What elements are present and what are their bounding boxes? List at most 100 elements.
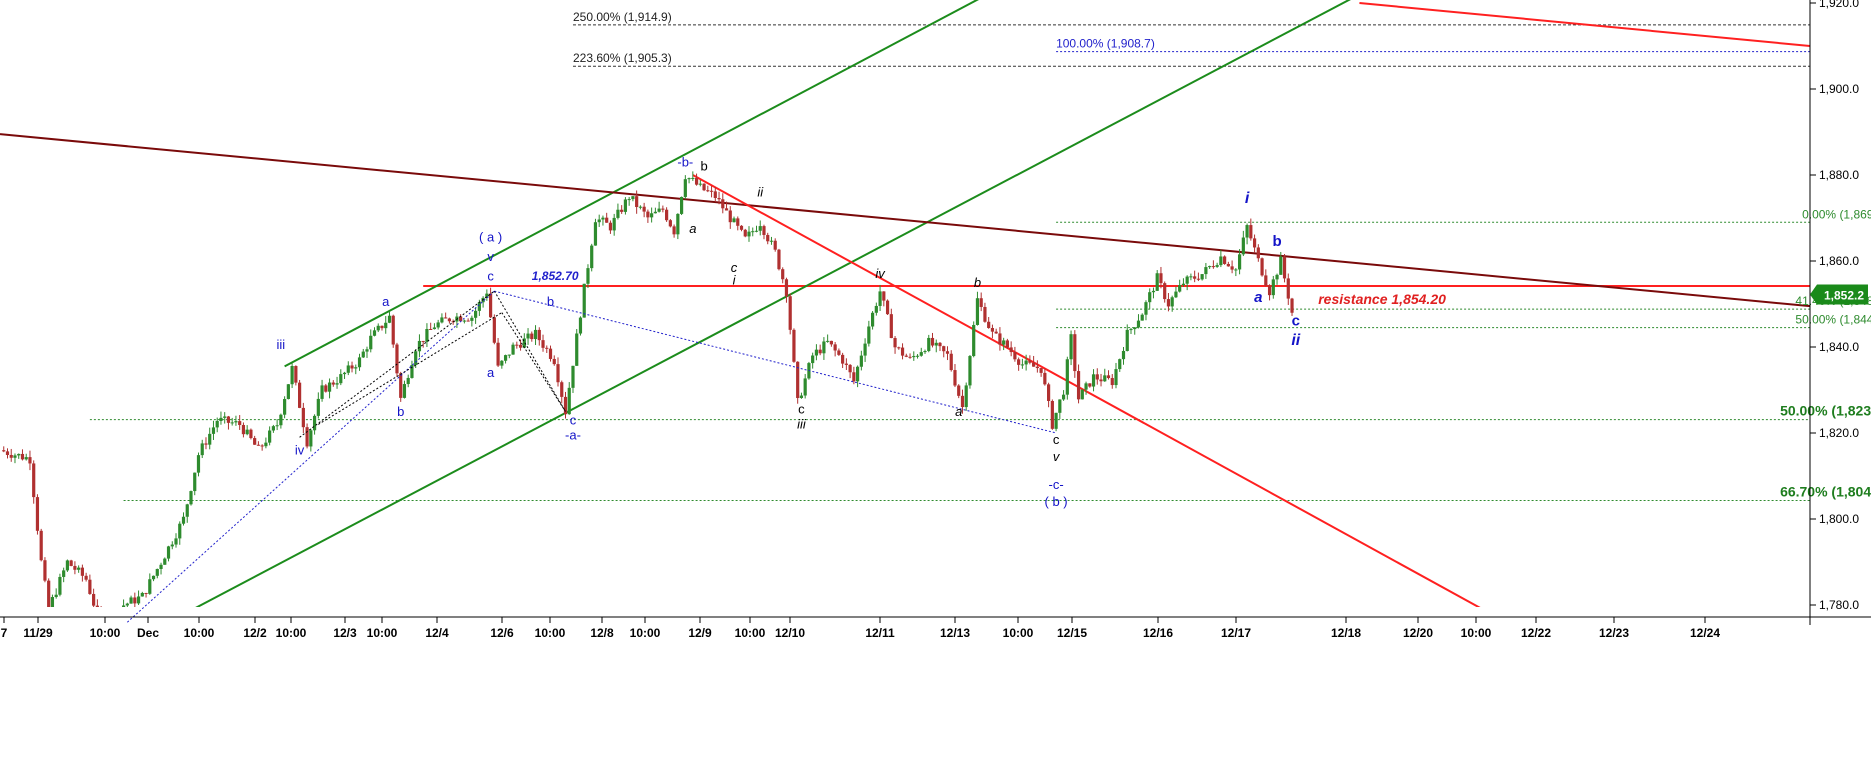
candle-body xyxy=(395,344,399,374)
candle-body xyxy=(518,344,523,348)
candle-body xyxy=(1032,362,1036,367)
wave-label: a xyxy=(487,365,495,380)
candle-body xyxy=(814,349,819,356)
black-dotted-wave-3 xyxy=(493,290,566,412)
candle-body xyxy=(721,199,725,209)
candle-body xyxy=(650,213,654,218)
candle-body xyxy=(369,335,373,350)
candle-body xyxy=(773,240,777,250)
x-tick-label: 12/6 xyxy=(490,626,514,640)
x-tick-label: 7 xyxy=(1,626,8,640)
candle-body xyxy=(1054,412,1058,429)
candle-body xyxy=(953,370,957,386)
x-tick-label: 10:00 xyxy=(276,626,307,640)
candle-body xyxy=(601,217,605,220)
candle-body xyxy=(1155,273,1159,291)
candle-body xyxy=(672,226,676,235)
candle-body xyxy=(140,592,144,597)
candle-body xyxy=(1020,364,1024,366)
wave-label: v xyxy=(487,249,494,264)
candle-body xyxy=(1073,334,1077,372)
candle-body xyxy=(211,427,216,434)
candle-body xyxy=(204,443,208,445)
candle-body xyxy=(1290,298,1294,313)
candle-body xyxy=(1204,267,1208,275)
candle-body xyxy=(556,364,560,383)
candle-body xyxy=(586,268,590,284)
x-tick-label: 10:00 xyxy=(535,626,566,640)
wave-label: -c- xyxy=(1049,477,1064,492)
wave-label: i xyxy=(1245,190,1250,207)
candle-body xyxy=(1178,285,1182,292)
black-dotted-wave-1 xyxy=(299,290,495,438)
candle-body xyxy=(863,343,867,356)
y-tick-label: 1,880.0 xyxy=(1819,168,1859,182)
candle-body xyxy=(829,340,833,345)
candle-body xyxy=(1282,256,1287,279)
candle-body xyxy=(878,291,882,306)
wave-label: b xyxy=(397,404,404,419)
candle-body xyxy=(747,231,751,237)
candle-body xyxy=(582,283,586,318)
candle-body xyxy=(1114,369,1118,386)
candle-body xyxy=(796,361,800,399)
x-tick-label: 10:00 xyxy=(184,626,215,640)
candle-body xyxy=(47,580,51,607)
candle-body xyxy=(657,208,661,212)
red-trendline-down xyxy=(692,174,1481,607)
candle-body xyxy=(1080,389,1084,400)
wave-label: -a- xyxy=(565,427,581,442)
candle-body xyxy=(181,516,186,524)
candle-body xyxy=(590,245,594,269)
candle-body xyxy=(223,416,227,418)
candle-body xyxy=(870,312,875,327)
candle-body xyxy=(1058,399,1062,413)
candle-body xyxy=(897,347,901,349)
wave-label: c xyxy=(570,412,577,427)
candle-body xyxy=(1249,225,1253,239)
candle-body xyxy=(526,333,530,339)
candle-body xyxy=(597,219,601,223)
candle-body xyxy=(32,463,36,498)
candle-body xyxy=(133,597,137,604)
candle-body xyxy=(642,206,646,212)
candle-body xyxy=(1069,334,1073,360)
candle-body xyxy=(28,457,32,464)
fib-667-label: 66.70% (1,804.3) xyxy=(1780,484,1871,500)
wave-label: a xyxy=(382,294,390,309)
candle-body xyxy=(994,331,998,334)
candle-body xyxy=(80,567,84,576)
candle-body xyxy=(788,296,792,330)
candle-body xyxy=(837,350,841,355)
candle-body xyxy=(279,414,283,426)
candle-body xyxy=(706,190,710,192)
x-tick-label: 12/4 xyxy=(425,626,449,640)
candle-body xyxy=(1163,283,1167,300)
candle-body xyxy=(1181,283,1186,286)
x-tick-label: 12/9 xyxy=(688,626,712,640)
candle-body xyxy=(694,177,699,185)
candle-body xyxy=(406,377,410,385)
candle-body xyxy=(316,398,320,416)
candle-body xyxy=(1039,368,1043,373)
candle-body xyxy=(178,523,182,539)
candle-body xyxy=(915,355,920,357)
candle-body xyxy=(1005,340,1010,348)
wave-label: v xyxy=(1053,449,1061,464)
fib-100-label: 100.00% (1,908.7) xyxy=(1056,37,1155,51)
candle-body xyxy=(226,416,231,423)
candle-body xyxy=(159,564,163,570)
candle-body xyxy=(260,445,264,447)
candle-body xyxy=(1136,320,1141,328)
candle-body xyxy=(781,269,785,280)
candle-body xyxy=(1043,372,1047,385)
candle-body xyxy=(1013,352,1017,360)
candle-body xyxy=(309,430,313,447)
fib-250-label: 250.00% (1,914.9) xyxy=(573,10,672,24)
candle-body xyxy=(627,199,631,201)
candle-body xyxy=(743,229,747,237)
candle-body xyxy=(155,569,159,576)
candle-body xyxy=(844,363,848,365)
